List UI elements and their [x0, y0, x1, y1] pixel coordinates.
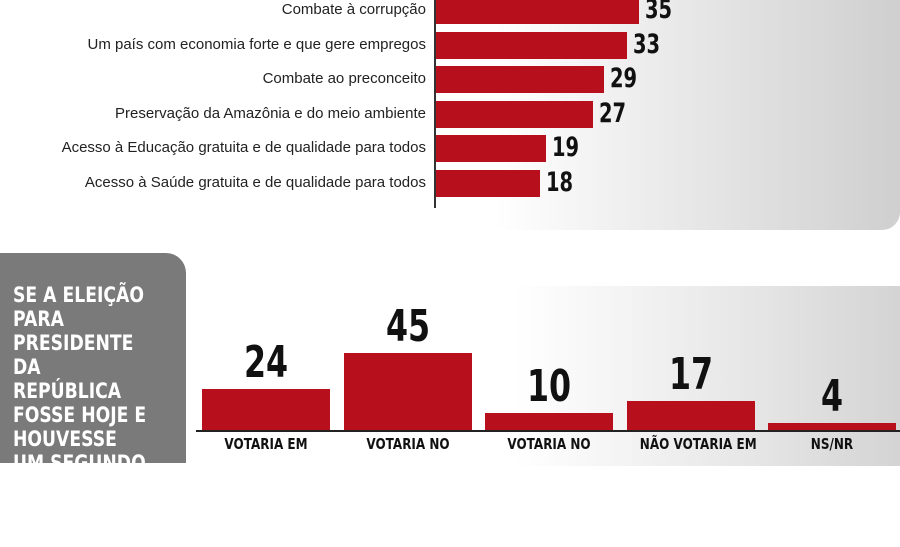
bar — [626, 400, 755, 430]
bottom-chart-panel — [186, 286, 900, 466]
category-label: VOTARIA NO — [507, 435, 591, 453]
bar-value-label: 18 — [546, 167, 574, 198]
top-chart-axis — [434, 0, 436, 208]
bar-value-label: 4 — [820, 371, 844, 423]
bar-label: Combate à corrupção — [281, 1, 426, 18]
bar — [436, 66, 605, 94]
bar — [436, 135, 547, 163]
bar-value-label: 27 — [598, 97, 626, 129]
bar-value-label: 24 — [243, 336, 289, 388]
bar-label: Acesso à Educação gratuita e de qualidad… — [61, 139, 426, 157]
bar — [485, 412, 613, 430]
category-label: VOTARIA EM — [224, 435, 308, 453]
question-panel: SE A ELEIÇÃO PARA PRESIDENTE DA REPÚBLIC… — [0, 253, 186, 547]
bar — [436, 31, 628, 59]
bar — [436, 100, 593, 128]
bar-value-label: 35 — [645, 0, 673, 25]
bar-label: Preservação da Amazônia e do meio ambien… — [114, 104, 426, 122]
bar-value-label: 33 — [633, 28, 661, 60]
bar — [202, 388, 330, 430]
bar-value-label: 29 — [610, 63, 638, 95]
bar-value-label: 19 — [552, 132, 580, 164]
bar — [436, 0, 639, 24]
bar-value-label: 17 — [668, 348, 713, 400]
bar-label: Um país com economia forte e que gere em… — [87, 35, 426, 53]
bar — [343, 353, 472, 430]
category-label: VOTARIA NO — [365, 435, 450, 453]
bar-value-label: 45 — [385, 301, 430, 353]
bar — [436, 170, 541, 197]
bar-value-label: 10 — [526, 360, 572, 412]
bar-label: Acesso à Saúde gratuita e de qualidade p… — [84, 174, 426, 191]
bar — [768, 423, 896, 430]
bar-label: Combate ao preconceito — [262, 70, 426, 88]
category-label: NS/NR — [810, 435, 854, 453]
category-label: NÃO VOTARIA EM — [639, 435, 757, 453]
question-title: SE A ELEIÇÃO PARA PRESIDENTE DA REPÚBLIC… — [13, 283, 153, 547]
bottom-chart-baseline — [196, 430, 900, 432]
